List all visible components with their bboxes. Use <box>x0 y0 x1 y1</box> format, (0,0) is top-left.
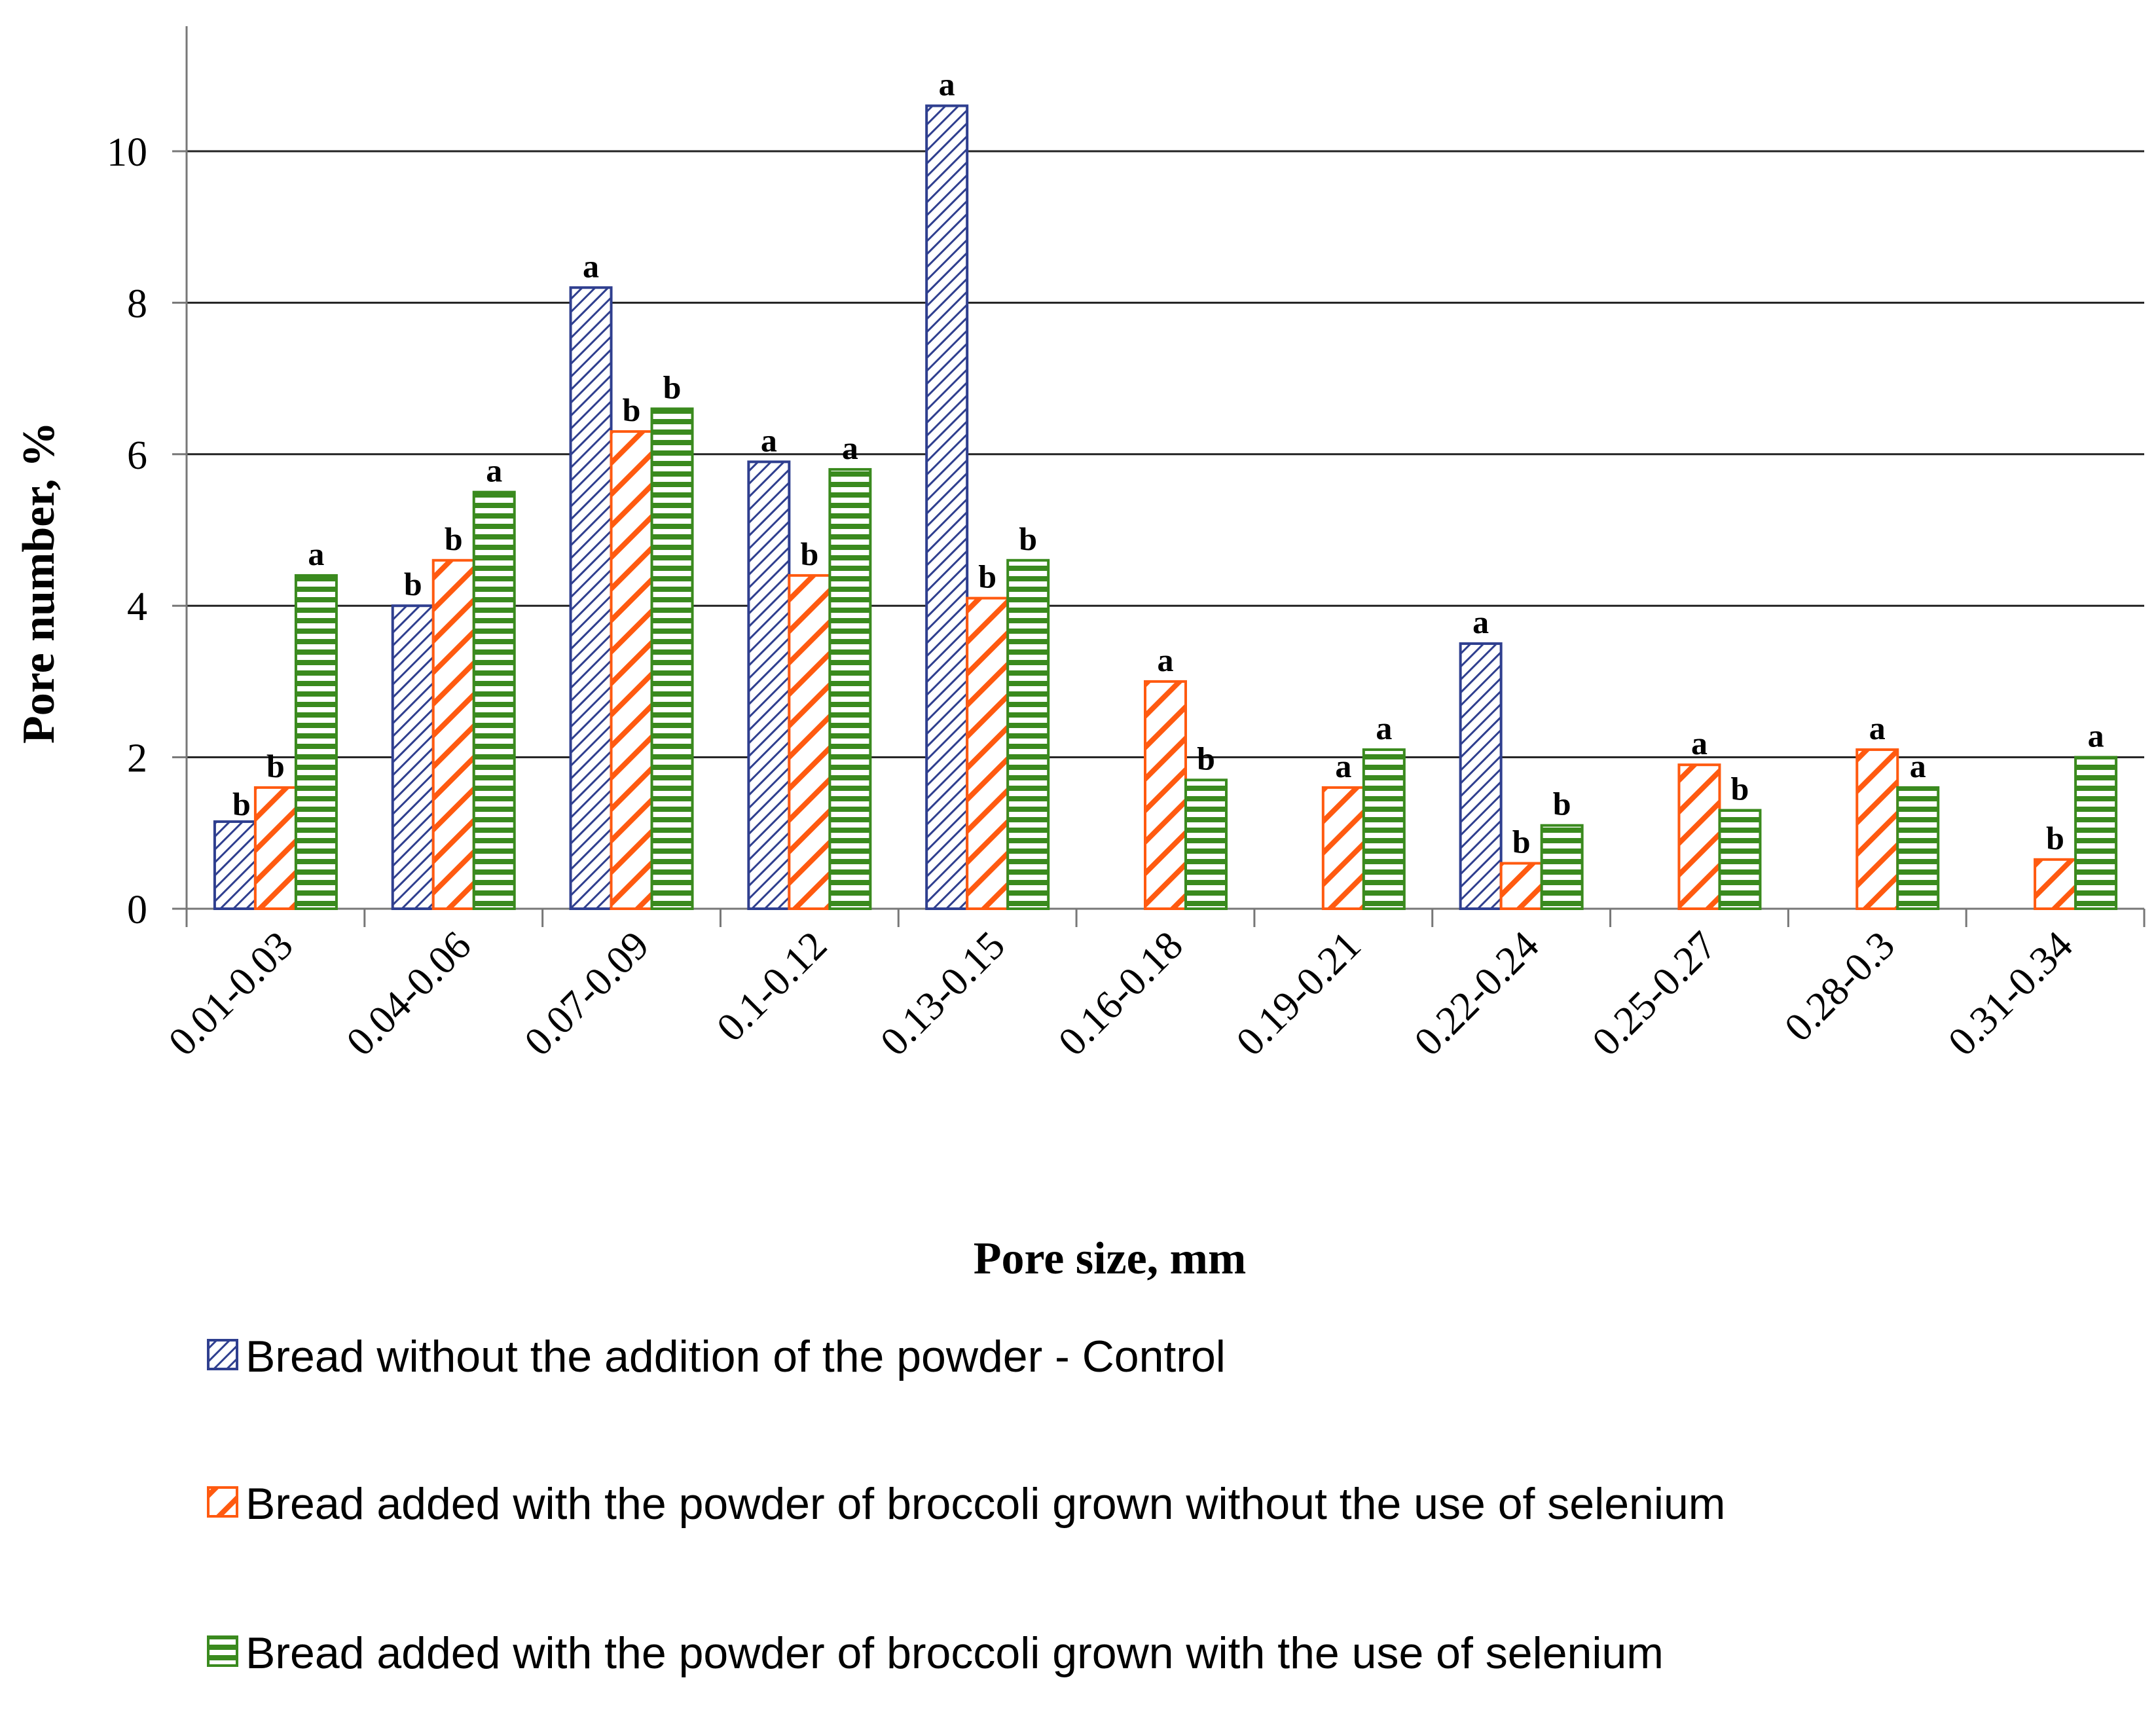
legend-swatch <box>207 1339 238 1370</box>
significance-letter: a <box>761 422 777 458</box>
significance-letter: b <box>978 558 996 595</box>
significance-letter: a <box>583 247 599 284</box>
significance-letter: a <box>308 536 324 572</box>
bar <box>1362 748 1406 911</box>
y-tick-label: 6 <box>127 433 147 478</box>
legend-label: Bread without the addition of the powder… <box>246 1332 1226 1381</box>
y-tick-label: 10 <box>107 130 147 175</box>
x-tick-label: 0.1-0.12 <box>708 923 835 1050</box>
bar <box>925 104 969 911</box>
legend-swatch <box>207 1486 238 1518</box>
significance-letter: b <box>663 369 682 405</box>
significance-letter: a <box>1869 710 1886 746</box>
bar <box>1718 809 1762 910</box>
y-tick-label: 0 <box>127 888 147 932</box>
significance-letter: a <box>1472 604 1489 640</box>
bar <box>650 407 694 910</box>
x-tick-label: 0.01-0.03 <box>160 923 302 1065</box>
x-tick-labels: 0.01-0.03 0.04-0.06 0.07-0.09 0.1-0.12 0.13-… <box>160 923 2081 1065</box>
significance-letter: a <box>486 452 502 489</box>
bar <box>2034 858 2077 911</box>
significance-letter: a <box>939 66 955 103</box>
significance-letter: a <box>1376 710 1392 746</box>
legend-label: Bread added with the powder of broccoli … <box>246 1479 1725 1529</box>
legend: Bread without the addition of the powder… <box>207 1332 1725 1678</box>
x-tick-label: 0.22-0.24 <box>1406 923 1547 1065</box>
bar <box>294 574 338 910</box>
bar <box>1459 642 1503 910</box>
bar <box>1540 824 1584 910</box>
y-tick-label: 2 <box>127 737 147 781</box>
significance-letter: b <box>1019 520 1037 557</box>
significance-letter: b <box>1197 740 1215 776</box>
significance-letter: a <box>1158 642 1174 678</box>
bar <box>1855 748 1899 911</box>
x-tick-label: 0.04-0.06 <box>338 923 479 1065</box>
y-axis-title: Pore number, % <box>14 422 64 744</box>
significance-letter: a <box>1910 748 1926 784</box>
significance-letter: b <box>266 748 285 784</box>
x-axis-title: Pore size, mm <box>974 1233 1247 1284</box>
bar <box>1677 763 1721 911</box>
significance-letter: b <box>1512 824 1531 860</box>
bar <box>253 786 297 910</box>
y-tick-labels: 0 2 4 6 8 10 <box>107 130 147 932</box>
bar <box>569 286 613 910</box>
x-tick-label: 0.25-0.27 <box>1584 923 1725 1065</box>
significance-letter: a <box>1335 748 1351 784</box>
significance-letter: b <box>404 566 422 602</box>
y-tick-label: 8 <box>127 282 147 326</box>
x-tick-label: 0.13-0.15 <box>872 923 1014 1065</box>
bar <box>747 460 791 910</box>
legend-label: Bread added with the powder of broccoli … <box>246 1628 1664 1678</box>
significance-letter: a <box>2088 718 2104 754</box>
significance-letter: b <box>1731 771 1749 807</box>
significance-letter: b <box>1553 786 1571 822</box>
x-tick-label: 0.28-0.3 <box>1776 923 1903 1050</box>
bar <box>788 574 831 910</box>
y-tick-label: 4 <box>127 585 147 629</box>
bar <box>1184 778 1228 911</box>
bar <box>1896 786 1940 910</box>
bar <box>1006 558 1050 910</box>
x-tick-label: 0.16-0.18 <box>1050 923 1192 1065</box>
bar <box>431 558 475 910</box>
x-tick-label: 0.19-0.21 <box>1228 923 1370 1065</box>
bar <box>828 467 872 910</box>
significance-letter: b <box>623 392 641 428</box>
significance-letter: b <box>2046 820 2064 856</box>
bar <box>391 604 435 910</box>
bar <box>2074 756 2118 910</box>
bar <box>213 820 257 910</box>
bar <box>610 430 653 910</box>
significance-letter: b <box>800 536 818 572</box>
significance-letter: a <box>842 429 858 466</box>
significance-letter: a <box>1691 725 1708 761</box>
bars <box>213 104 2118 911</box>
x-tick-label: 0.07-0.09 <box>516 923 657 1065</box>
bar <box>1144 680 1187 911</box>
legend-swatch <box>207 1635 238 1667</box>
bar <box>966 596 1010 910</box>
significance-letter: b <box>445 520 463 557</box>
significance-letter: b <box>232 786 251 822</box>
bar <box>1321 786 1365 910</box>
bar <box>1499 862 1543 910</box>
bar <box>472 490 516 910</box>
x-tick-label: 0.31-0.34 <box>1940 923 2081 1065</box>
